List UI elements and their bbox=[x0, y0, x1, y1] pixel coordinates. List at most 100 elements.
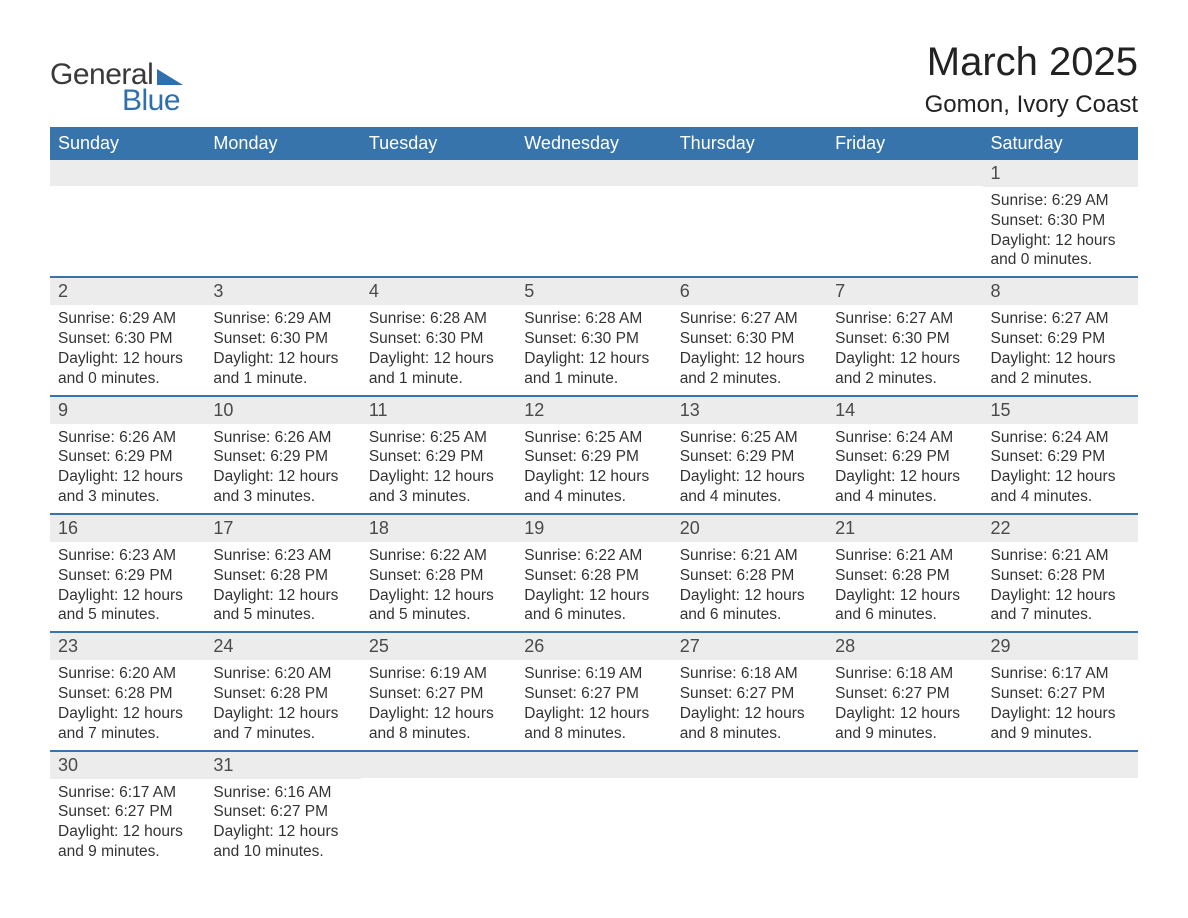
day-details bbox=[516, 186, 671, 206]
sunset-text: Sunset: 6:30 PM bbox=[213, 329, 352, 349]
day-details: Sunrise: 6:21 AMSunset: 6:28 PMDaylight:… bbox=[983, 542, 1138, 631]
sunset-text: Sunset: 6:27 PM bbox=[369, 684, 508, 704]
daylight-text: Daylight: 12 hours and 5 minutes. bbox=[213, 586, 352, 626]
day-number: 29 bbox=[983, 633, 1138, 660]
weekday-header-row: Sunday Monday Tuesday Wednesday Thursday… bbox=[50, 127, 1138, 160]
calendar-day-cell bbox=[827, 160, 982, 277]
sunset-text: Sunset: 6:28 PM bbox=[213, 566, 352, 586]
day-number: 27 bbox=[672, 633, 827, 660]
day-details bbox=[361, 778, 516, 798]
calendar-day-cell: 19Sunrise: 6:22 AMSunset: 6:28 PMDayligh… bbox=[516, 514, 671, 632]
day-number: 4 bbox=[361, 278, 516, 305]
day-details: Sunrise: 6:24 AMSunset: 6:29 PMDaylight:… bbox=[827, 424, 982, 513]
day-number bbox=[516, 160, 671, 186]
sunset-text: Sunset: 6:28 PM bbox=[213, 684, 352, 704]
day-number: 2 bbox=[50, 278, 205, 305]
col-thursday: Thursday bbox=[672, 127, 827, 160]
day-number: 5 bbox=[516, 278, 671, 305]
logo-word-blue: Blue bbox=[122, 84, 180, 118]
calendar-table: Sunday Monday Tuesday Wednesday Thursday… bbox=[50, 127, 1138, 868]
calendar-day-cell: 4 Sunrise: 6:28 AMSunset: 6:30 PMDaylight… bbox=[361, 277, 516, 395]
daylight-text: Daylight: 12 hours and 4 minutes. bbox=[991, 467, 1130, 507]
calendar-day-cell: 20Sunrise: 6:21 AMSunset: 6:28 PMDayligh… bbox=[672, 514, 827, 632]
day-number: 10 bbox=[205, 397, 360, 424]
day-details: Sunrise: 6:25 AMSunset: 6:29 PMDaylight:… bbox=[361, 424, 516, 513]
day-number bbox=[672, 160, 827, 186]
daylight-text: Daylight: 12 hours and 5 minutes. bbox=[58, 586, 197, 626]
calendar-day-cell: 25Sunrise: 6:19 AMSunset: 6:27 PMDayligh… bbox=[361, 632, 516, 750]
sunset-text: Sunset: 6:27 PM bbox=[680, 684, 819, 704]
calendar-day-cell: 23Sunrise: 6:20 AMSunset: 6:28 PMDayligh… bbox=[50, 632, 205, 750]
sunset-text: Sunset: 6:29 PM bbox=[991, 329, 1130, 349]
day-number bbox=[827, 160, 982, 186]
sunset-text: Sunset: 6:30 PM bbox=[58, 329, 197, 349]
daylight-text: Daylight: 12 hours and 2 minutes. bbox=[835, 349, 974, 389]
calendar-week-row: 16Sunrise: 6:23 AMSunset: 6:29 PMDayligh… bbox=[50, 514, 1138, 632]
day-details: Sunrise: 6:29 AMSunset: 6:30 PMDaylight:… bbox=[983, 187, 1138, 276]
daylight-text: Daylight: 12 hours and 1 minute. bbox=[213, 349, 352, 389]
sunrise-text: Sunrise: 6:25 AM bbox=[369, 428, 508, 448]
calendar-week-row: 9Sunrise: 6:26 AMSunset: 6:29 PMDaylight… bbox=[50, 396, 1138, 514]
logo: General Blue bbox=[50, 58, 183, 118]
sunset-text: Sunset: 6:28 PM bbox=[369, 566, 508, 586]
daylight-text: Daylight: 12 hours and 9 minutes. bbox=[991, 704, 1130, 744]
sunrise-text: Sunrise: 6:18 AM bbox=[680, 664, 819, 684]
calendar-day-cell bbox=[361, 751, 516, 868]
col-monday: Monday bbox=[205, 127, 360, 160]
sunrise-text: Sunrise: 6:27 AM bbox=[991, 309, 1130, 329]
day-number: 12 bbox=[516, 397, 671, 424]
sunset-text: Sunset: 6:29 PM bbox=[991, 447, 1130, 467]
daylight-text: Daylight: 12 hours and 3 minutes. bbox=[58, 467, 197, 507]
calendar-day-cell bbox=[672, 160, 827, 277]
col-saturday: Saturday bbox=[983, 127, 1138, 160]
daylight-text: Daylight: 12 hours and 7 minutes. bbox=[991, 586, 1130, 626]
calendar-day-cell: 24Sunrise: 6:20 AMSunset: 6:28 PMDayligh… bbox=[205, 632, 360, 750]
calendar-day-cell bbox=[516, 160, 671, 277]
sunrise-text: Sunrise: 6:25 AM bbox=[524, 428, 663, 448]
sunrise-text: Sunrise: 6:17 AM bbox=[58, 783, 197, 803]
daylight-text: Daylight: 12 hours and 2 minutes. bbox=[680, 349, 819, 389]
calendar-day-cell: 10Sunrise: 6:26 AMSunset: 6:29 PMDayligh… bbox=[205, 396, 360, 514]
sunset-text: Sunset: 6:29 PM bbox=[369, 447, 508, 467]
day-details: Sunrise: 6:22 AMSunset: 6:28 PMDaylight:… bbox=[361, 542, 516, 631]
sunrise-text: Sunrise: 6:28 AM bbox=[369, 309, 508, 329]
day-number bbox=[361, 752, 516, 778]
sunset-text: Sunset: 6:28 PM bbox=[680, 566, 819, 586]
day-details: Sunrise: 6:22 AMSunset: 6:28 PMDaylight:… bbox=[516, 542, 671, 631]
calendar-day-cell: 12Sunrise: 6:25 AMSunset: 6:29 PMDayligh… bbox=[516, 396, 671, 514]
sunrise-text: Sunrise: 6:24 AM bbox=[835, 428, 974, 448]
day-details bbox=[516, 778, 671, 798]
calendar-day-cell: 7Sunrise: 6:27 AMSunset: 6:30 PMDaylight… bbox=[827, 277, 982, 395]
day-number: 19 bbox=[516, 515, 671, 542]
sunset-text: Sunset: 6:29 PM bbox=[58, 566, 197, 586]
sunrise-text: Sunrise: 6:29 AM bbox=[991, 191, 1130, 211]
sunrise-text: Sunrise: 6:29 AM bbox=[58, 309, 197, 329]
sunrise-text: Sunrise: 6:18 AM bbox=[835, 664, 974, 684]
day-number: 17 bbox=[205, 515, 360, 542]
day-details bbox=[361, 186, 516, 206]
calendar-day-cell: 16Sunrise: 6:23 AMSunset: 6:29 PMDayligh… bbox=[50, 514, 205, 632]
calendar-day-cell: 8Sunrise: 6:27 AMSunset: 6:29 PMDaylight… bbox=[983, 277, 1138, 395]
sunrise-text: Sunrise: 6:21 AM bbox=[835, 546, 974, 566]
day-details bbox=[205, 186, 360, 206]
calendar-day-cell: 27Sunrise: 6:18 AMSunset: 6:27 PMDayligh… bbox=[672, 632, 827, 750]
daylight-text: Daylight: 12 hours and 1 minute. bbox=[369, 349, 508, 389]
sunrise-text: Sunrise: 6:26 AM bbox=[213, 428, 352, 448]
day-details: Sunrise: 6:18 AMSunset: 6:27 PMDaylight:… bbox=[827, 660, 982, 749]
day-number: 1 bbox=[983, 160, 1138, 187]
calendar-day-cell bbox=[50, 160, 205, 277]
calendar-day-cell: 9Sunrise: 6:26 AMSunset: 6:29 PMDaylight… bbox=[50, 396, 205, 514]
sunset-text: Sunset: 6:30 PM bbox=[369, 329, 508, 349]
daylight-text: Daylight: 12 hours and 6 minutes. bbox=[524, 586, 663, 626]
sunset-text: Sunset: 6:29 PM bbox=[835, 447, 974, 467]
day-details: Sunrise: 6:29 AMSunset: 6:30 PMDaylight:… bbox=[50, 305, 205, 394]
day-number: 6 bbox=[672, 278, 827, 305]
day-details: Sunrise: 6:17 AMSunset: 6:27 PMDaylight:… bbox=[50, 779, 205, 868]
calendar-day-cell bbox=[672, 751, 827, 868]
sunset-text: Sunset: 6:29 PM bbox=[680, 447, 819, 467]
daylight-text: Daylight: 12 hours and 5 minutes. bbox=[369, 586, 508, 626]
day-details bbox=[827, 778, 982, 798]
daylight-text: Daylight: 12 hours and 9 minutes. bbox=[835, 704, 974, 744]
sunrise-text: Sunrise: 6:20 AM bbox=[213, 664, 352, 684]
day-number: 28 bbox=[827, 633, 982, 660]
